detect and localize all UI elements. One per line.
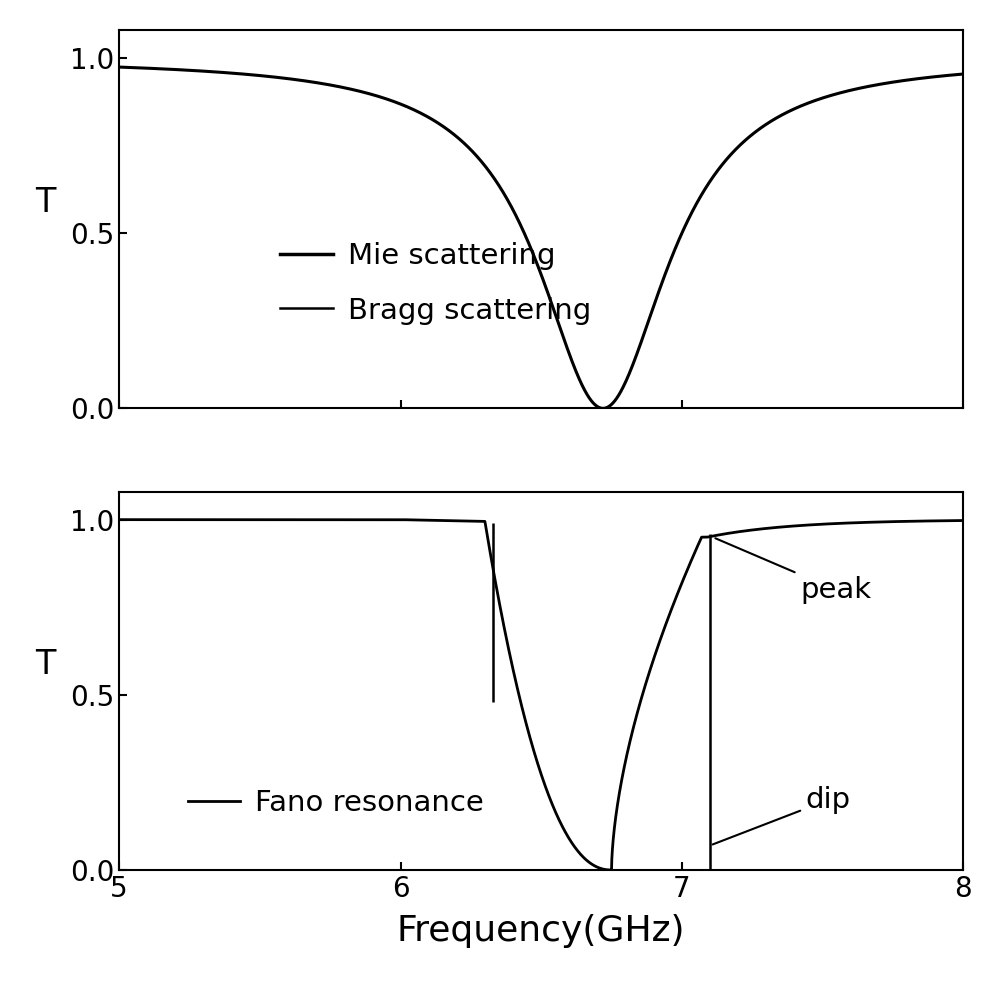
Text: dip: dip: [713, 786, 851, 844]
Text: peak: peak: [715, 538, 871, 604]
X-axis label: Frequency(GHz): Frequency(GHz): [397, 914, 685, 948]
Legend: Fano resonance: Fano resonance: [176, 778, 496, 829]
Y-axis label: T: T: [35, 648, 55, 681]
Y-axis label: T: T: [35, 186, 55, 219]
Legend: Mie scattering, Bragg scattering: Mie scattering, Bragg scattering: [269, 231, 603, 336]
